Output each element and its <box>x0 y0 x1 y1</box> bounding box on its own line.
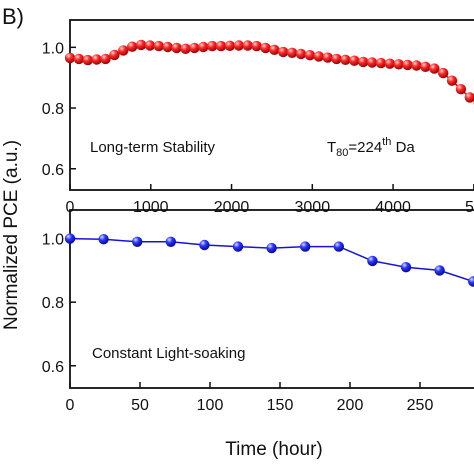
stability-data-point <box>375 57 387 69</box>
stability-data-point <box>189 42 200 54</box>
stability-data-point <box>295 48 307 60</box>
stability-data-point <box>286 47 298 58</box>
light-soaking-ytick-label: 0.8 <box>42 295 64 312</box>
stability-data-point <box>313 51 324 62</box>
x-axis-title: Time (hour) <box>225 439 322 460</box>
stability-data-point <box>269 44 280 55</box>
stability-data-point <box>455 84 467 95</box>
stability-data-point <box>322 52 333 63</box>
light-soaking-data-point <box>300 241 311 252</box>
stability-data-point <box>109 49 120 61</box>
stability-data-point <box>215 40 227 52</box>
stability-data-point <box>331 53 342 65</box>
stability-data-point <box>393 59 404 70</box>
stability-chart: 0.6 0.8 1.0 0 1000 2000 3000 4000 50 Long-term … <box>42 19 474 216</box>
stability-data-point <box>438 67 449 79</box>
stability-data-point <box>198 41 209 53</box>
light-soaking-data-point <box>132 236 143 247</box>
stability-ytick-label: 0.8 <box>42 101 64 118</box>
stability-data-point <box>73 53 85 65</box>
light-soaking-xtick-label: 0 <box>66 397 75 414</box>
stability-xtick-label: 2000 <box>214 199 250 216</box>
stability-ytick-label: 0.6 <box>42 162 64 179</box>
stability-data-point <box>349 55 360 66</box>
stability-data-point <box>64 52 76 64</box>
stability-data-point <box>233 40 244 51</box>
light-soaking-data-point <box>400 262 412 273</box>
stability-data-point <box>402 59 413 71</box>
light-soaking-data-point <box>64 233 76 244</box>
light-soaking-xtick-label: 200 <box>337 397 364 414</box>
stability-data-point <box>180 43 191 54</box>
stability-data-point <box>82 54 94 66</box>
stability-data-point <box>144 40 156 51</box>
light-soaking-data-point <box>468 276 474 287</box>
stability-data-point <box>429 63 440 74</box>
y-axis-title: Normalized PCE (a.u.) <box>1 140 22 330</box>
light-soaking-ytick-label: 1.0 <box>42 232 64 249</box>
stability-data-point <box>260 42 271 54</box>
stability-data-point <box>278 46 289 58</box>
stability-data-point <box>118 45 129 56</box>
stability-data-point <box>224 40 236 51</box>
light-soaking-ytick-label: 0.6 <box>42 359 64 376</box>
stability-data-point <box>358 56 369 68</box>
stability-data-point <box>384 58 395 69</box>
stability-plot-frame <box>69 19 474 191</box>
light-soaking-xtick-label: 250 <box>407 397 434 414</box>
stability-data-point <box>135 39 147 51</box>
stability-data-point <box>340 54 351 65</box>
light-soaking-data-point <box>199 239 210 251</box>
light-soaking-annotation: Constant Light-soaking <box>92 345 245 362</box>
stability-xtick-label: 4000 <box>375 199 411 216</box>
stability-data-point <box>153 40 164 52</box>
light-soaking-series-line <box>69 237 474 283</box>
figure-label: B) <box>2 4 24 29</box>
stability-data-point <box>366 57 378 68</box>
stability-data-point <box>464 92 474 103</box>
light-soaking-data-point <box>333 241 344 252</box>
stability-annotation: Long-term Stability <box>90 139 216 156</box>
stability-data-point <box>420 61 431 72</box>
t80-annotation: T80=224th Da <box>327 136 415 159</box>
stability-data-point <box>171 42 182 54</box>
stability-data-point <box>251 40 262 52</box>
stability-data-point <box>207 40 218 52</box>
stability-ytick-label: 1.0 <box>42 40 64 57</box>
light-soaking-data-point <box>266 242 277 254</box>
light-soaking-data-point <box>232 241 244 252</box>
light-soaking-chart: 0.60.81.0 05010015020025030 Constant Lig… <box>42 209 474 414</box>
light-soaking-data-point <box>165 236 176 247</box>
stability-data-point <box>162 41 173 53</box>
stability-xtick-label: 1000 <box>133 199 169 216</box>
stability-data-point <box>100 53 111 65</box>
light-soaking-data-point <box>367 255 378 267</box>
stability-xtick-label: 0 <box>66 199 75 216</box>
stability-data-point <box>127 41 138 52</box>
stability-data-point <box>446 75 458 86</box>
light-soaking-data-point <box>98 234 109 245</box>
stability-data-point <box>304 50 316 61</box>
light-soaking-data-point <box>434 265 445 276</box>
stability-data-point <box>411 60 422 71</box>
stability-xtick-label: 3000 <box>295 199 331 216</box>
light-soaking-xtick-label: 100 <box>197 397 224 414</box>
light-soaking-xtick-label: 50 <box>131 397 149 414</box>
stability-data-point <box>91 54 102 65</box>
stability-xtick-label: 50 <box>465 199 474 216</box>
light-soaking-xtick-label: 150 <box>267 397 294 414</box>
stability-data-point <box>242 40 253 51</box>
